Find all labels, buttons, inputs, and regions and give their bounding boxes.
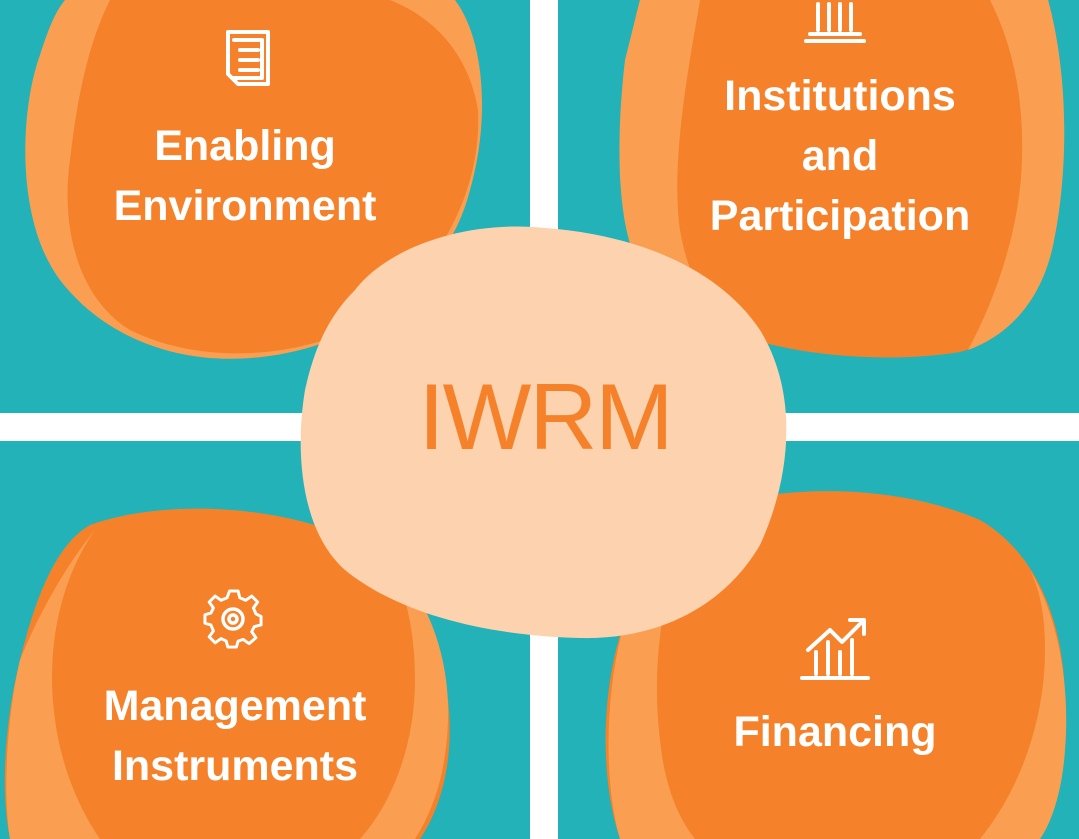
label-line: Participation	[709, 192, 971, 240]
label-line: Environment	[113, 182, 377, 230]
label-line: Instruments	[111, 742, 359, 790]
center-title: IWRM	[418, 364, 673, 469]
label-line: Enabling	[154, 122, 336, 170]
label-line: Financing	[733, 708, 937, 756]
label-management-instruments: Management Instruments	[70, 676, 400, 796]
blob-enabling-environment	[25, 0, 482, 359]
label-financing: Financing	[700, 702, 970, 762]
growth-chart-icon	[800, 618, 870, 680]
label-line: Management	[103, 682, 367, 730]
document-icon	[226, 30, 270, 86]
blob-center	[300, 226, 787, 639]
gear-icon	[203, 589, 263, 649]
label-institutions-participation: Institutions and Participation	[680, 66, 1000, 246]
institution-building-icon	[804, 2, 866, 43]
blob-management-instruments	[4, 508, 450, 839]
label-line: and	[801, 132, 879, 180]
label-enabling-environment: Enabling Environment	[95, 116, 395, 236]
label-line: Institutions	[724, 72, 956, 120]
